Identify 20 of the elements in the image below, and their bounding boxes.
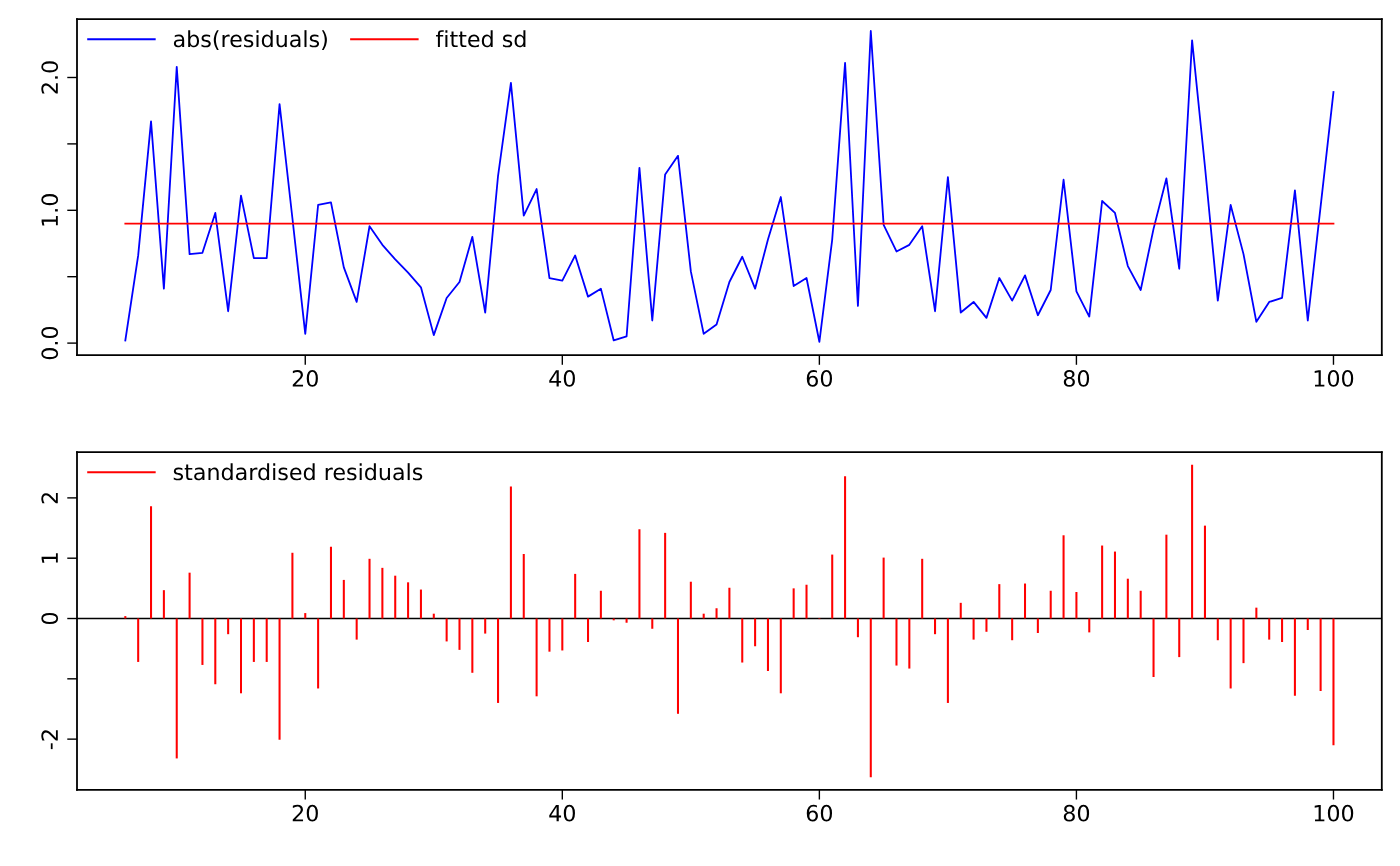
x-tick-label: 80 (1063, 804, 1090, 822)
y-tick-label: 2.0 (41, 61, 59, 94)
y-tick-label: 1.0 (41, 194, 59, 226)
x-tick-label: 20 (292, 370, 318, 387)
x-tick-label: 40 (549, 370, 575, 387)
legend-label: standardised residuals (173, 463, 423, 481)
y-tick-label: 0.0 (41, 326, 59, 360)
legend-label: abs(residuals) (173, 30, 327, 50)
x-tick-label: 100 (1314, 804, 1354, 822)
x-tick-label: 60 (806, 370, 833, 387)
y-tick-label: 1 (41, 553, 58, 563)
x-tick-label: 80 (1063, 370, 1090, 387)
y-tick-label: 2 (41, 493, 58, 504)
legend-label: fitted sd (435, 30, 526, 48)
y-tick-label: 0 (41, 612, 59, 625)
x-tick-label: 40 (549, 804, 575, 822)
x-tick-label: 60 (806, 804, 833, 822)
x-tick-label: 100 (1314, 370, 1354, 387)
x-tick-label: 20 (292, 804, 318, 822)
y-tick-label: -2 (41, 730, 58, 750)
